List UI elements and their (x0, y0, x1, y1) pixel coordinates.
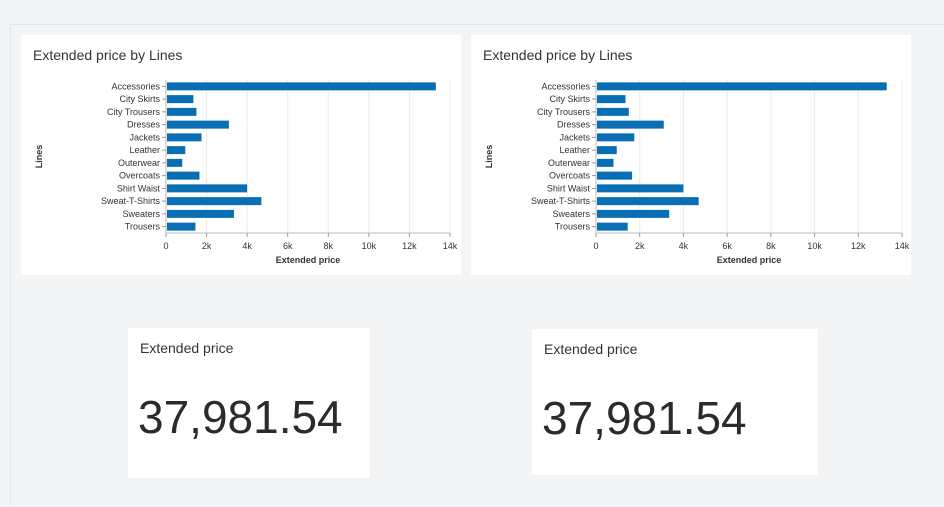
bar (597, 171, 633, 180)
category-label: Sweat-T-Shirts (531, 196, 591, 206)
bar (167, 95, 194, 104)
bar (597, 158, 614, 167)
category-label: City Skirts (120, 94, 161, 104)
bar (167, 184, 248, 193)
x-tick-label: 12k (851, 241, 866, 251)
bar (597, 82, 887, 91)
bar-chart-tile[interactable]: Extended price by Lines 0 2k 4k 6k 8k 10k 12k 1… (21, 35, 461, 275)
bar-chart: 0 2k 4k 6k 8k 10k 12k 14k Accessories City Skirts… (484, 80, 910, 265)
category-label: Sweaters (552, 209, 590, 219)
bar (597, 133, 635, 142)
bar (597, 184, 684, 193)
x-tick-label: 2k (635, 241, 645, 251)
bar (597, 95, 626, 104)
category-label: Sweaters (122, 209, 160, 219)
bar (167, 133, 202, 142)
bar (167, 197, 262, 206)
bar (597, 209, 670, 218)
bar (597, 107, 629, 116)
bar-chart: 0 2k 4k 6k 8k 10k 12k 14k Accessories City Skirts… (34, 80, 458, 265)
category-label: Accessories (541, 81, 590, 91)
category-label: Shirt Waist (547, 183, 591, 193)
category-label: Dresses (127, 120, 161, 130)
x-tick-label: 12k (402, 241, 417, 251)
x-tick-label: 10k (807, 241, 822, 251)
bar (167, 120, 229, 129)
bar (597, 197, 699, 206)
x-tick-label: 2k (202, 241, 212, 251)
x-tick-label: 0 (593, 241, 598, 251)
bar (167, 171, 200, 180)
x-tick-label: 4k (679, 241, 689, 251)
category-label: City Trousers (107, 107, 161, 117)
category-label: Trousers (555, 222, 591, 232)
category-label: City Trousers (537, 107, 591, 117)
y-axis-title: Lines (34, 145, 44, 169)
x-tick-label: 8k (766, 241, 776, 251)
x-axis-title: Extended price (276, 255, 341, 265)
kpi-value: 37,981.54 (138, 391, 343, 443)
bar (167, 107, 197, 116)
category-label: Jackets (129, 132, 160, 142)
kpi-title: Extended price (544, 341, 638, 357)
kpi-tile[interactable]: Extended price 37,981.54 (532, 329, 818, 475)
bar (597, 146, 617, 155)
bar (597, 222, 628, 231)
bar (167, 82, 436, 91)
category-label: Leather (559, 145, 590, 155)
y-axis-title: Lines (484, 145, 494, 169)
dashboard-canvas: Extended price by Lines 0 2k 4k 6k 8k 10k 12k 1… (10, 24, 944, 507)
category-label: City Skirts (550, 94, 591, 104)
x-tick-label: 14k (443, 241, 458, 251)
kpi-title: Extended price (140, 340, 234, 356)
category-label: Dresses (557, 120, 591, 130)
bar (167, 209, 234, 218)
x-tick-label: 0 (163, 241, 168, 251)
chart-title: Extended price by Lines (33, 47, 183, 63)
x-tick-label: 10k (362, 241, 377, 251)
x-axis-title: Extended price (717, 255, 782, 265)
category-label: Overcoats (549, 171, 591, 181)
bar (597, 120, 664, 129)
category-label: Leather (129, 145, 160, 155)
bar (167, 158, 183, 167)
category-label: Accessories (111, 81, 160, 91)
category-label: Outerwear (118, 158, 160, 168)
x-tick-label: 4k (242, 241, 252, 251)
category-label: Sweat-T-Shirts (101, 196, 161, 206)
x-tick-label: 6k (283, 241, 293, 251)
category-label: Outerwear (548, 158, 590, 168)
category-label: Shirt Waist (117, 183, 161, 193)
x-tick-label: 14k (895, 241, 910, 251)
category-label: Overcoats (119, 171, 161, 181)
category-label: Jackets (559, 132, 590, 142)
kpi-tile[interactable]: Extended price 37,981.54 (128, 328, 370, 478)
x-tick-label: 8k (324, 241, 334, 251)
category-label: Trousers (125, 222, 161, 232)
bar (167, 146, 186, 155)
bar-chart-tile[interactable]: Extended price by Lines 0 2k 4k 6k 8k 10k 12k 1… (471, 35, 911, 275)
bar (167, 222, 196, 231)
kpi-value: 37,981.54 (542, 392, 747, 444)
x-tick-label: 6k (722, 241, 732, 251)
chart-title: Extended price by Lines (483, 47, 633, 63)
